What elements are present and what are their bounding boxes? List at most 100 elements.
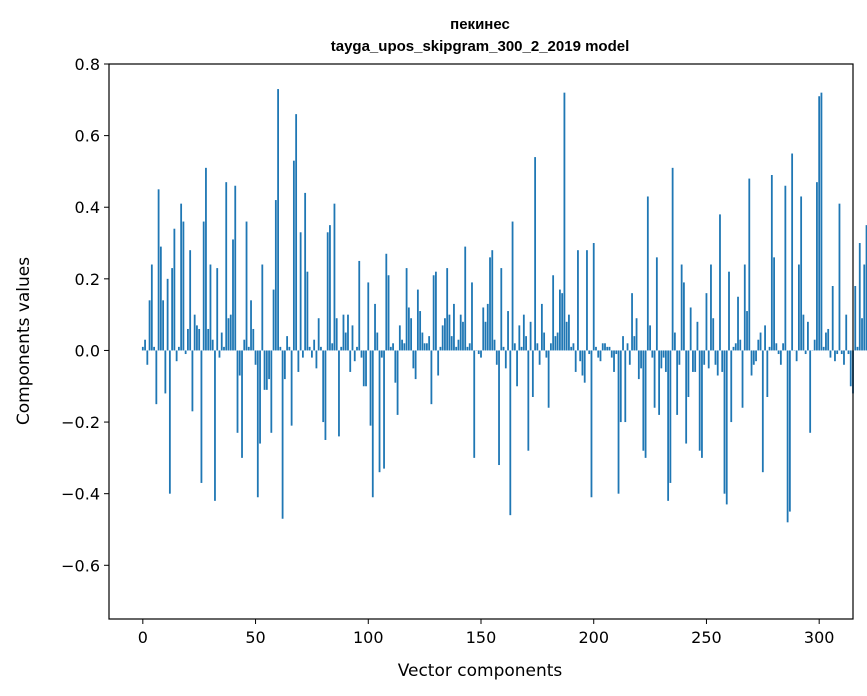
bar-16: [177, 346, 180, 351]
bar-102: [371, 350, 374, 498]
bar-85: [333, 203, 336, 351]
bar-93: [351, 325, 354, 351]
bar-84: [331, 343, 334, 351]
y-tick-label: −0.6: [61, 556, 100, 575]
bar-221: [640, 350, 642, 369]
bar-77: [315, 350, 318, 369]
bar-14: [173, 228, 176, 351]
bar-147: [473, 350, 476, 458]
bar-304: [827, 328, 830, 351]
bar-135: [446, 268, 449, 351]
bar-151: [482, 307, 485, 351]
bar-87: [338, 350, 340, 437]
bar-199: [590, 350, 593, 498]
bar-150: [480, 350, 482, 358]
bar-290: [795, 350, 798, 362]
x-tick-label: 100: [353, 628, 384, 647]
bar-256: [719, 214, 721, 351]
bar-35: [220, 332, 223, 351]
plot-frame: [108, 63, 854, 620]
bar-231: [662, 350, 665, 358]
bar-20: [187, 328, 189, 351]
bar-190: [570, 346, 573, 351]
bar-23: [193, 314, 196, 351]
bar-69: [297, 350, 300, 372]
bar-277: [766, 350, 769, 397]
x-tick-label: 200: [578, 628, 609, 647]
bar-198: [588, 350, 591, 355]
bar-273: [757, 339, 760, 351]
bar-218: [633, 336, 636, 351]
bar-30: [209, 264, 212, 351]
bar-258: [723, 350, 726, 494]
bar-312: [845, 314, 848, 351]
bar-78: [317, 318, 320, 351]
bar-63: [283, 350, 286, 380]
bar-318: [858, 243, 861, 351]
bar-226: [651, 350, 654, 358]
bar-66: [290, 350, 293, 426]
bar-47: [247, 346, 250, 351]
bar-180: [547, 350, 550, 408]
bar-250: [705, 293, 708, 351]
bar-113: [396, 350, 399, 415]
bar-287: [788, 350, 791, 512]
bar-319: [861, 318, 863, 351]
bar-241: [685, 350, 688, 444]
x-axis: 0 50 100 150 200 250 300: [138, 619, 834, 647]
bar-232: [664, 350, 667, 372]
bar-291: [797, 264, 800, 351]
bar-83: [329, 225, 331, 351]
bar-192: [574, 350, 577, 372]
bar-270: [750, 350, 753, 376]
bar-80: [322, 350, 325, 423]
y-tick-label: 0.8: [75, 55, 100, 74]
bar-134: [444, 318, 446, 351]
chart-title-line-1: пекинес: [450, 16, 510, 33]
bar-106: [380, 350, 383, 358]
bar-4: [150, 264, 153, 351]
bar-173: [531, 350, 534, 397]
bar-187: [563, 92, 566, 351]
bar-3: [148, 300, 151, 351]
bar-126: [425, 343, 428, 351]
bar-29: [207, 328, 210, 351]
bar-237: [676, 350, 679, 415]
bar-115: [401, 339, 403, 351]
bar-238: [678, 350, 681, 365]
bar-217: [631, 293, 633, 351]
bar-158: [498, 350, 500, 466]
bar-177: [540, 303, 543, 351]
bar-224: [646, 196, 649, 351]
bar-321: [865, 225, 867, 351]
bar-294: [804, 350, 807, 355]
bar-163: [509, 350, 512, 516]
bars-group: [141, 89, 867, 523]
bar-244: [692, 350, 694, 372]
bar-255: [716, 350, 719, 376]
bar-137: [450, 336, 453, 351]
bar-44: [241, 350, 243, 458]
bar-92: [349, 350, 352, 372]
bar-27: [202, 221, 205, 351]
bar-65: [288, 346, 291, 351]
bar-269: [748, 178, 751, 351]
bar-299: [816, 182, 818, 351]
bar-141: [459, 314, 462, 351]
bar-279: [770, 175, 773, 351]
bar-266: [741, 350, 744, 408]
bar-15: [175, 350, 178, 362]
bar-52: [259, 350, 261, 444]
chart-title-line-2: tayga_upos_skipgram_300_2_2019 model: [331, 38, 630, 55]
bar-153: [486, 303, 489, 351]
bar-235: [671, 167, 674, 351]
bar-96: [358, 260, 361, 351]
bar-50: [254, 350, 257, 365]
bar-286: [786, 350, 789, 523]
bar-164: [511, 221, 514, 351]
bar-214: [624, 350, 627, 423]
y-tick-label: −0.2: [61, 413, 100, 432]
bar-68: [295, 114, 298, 351]
bar-213: [622, 336, 624, 351]
